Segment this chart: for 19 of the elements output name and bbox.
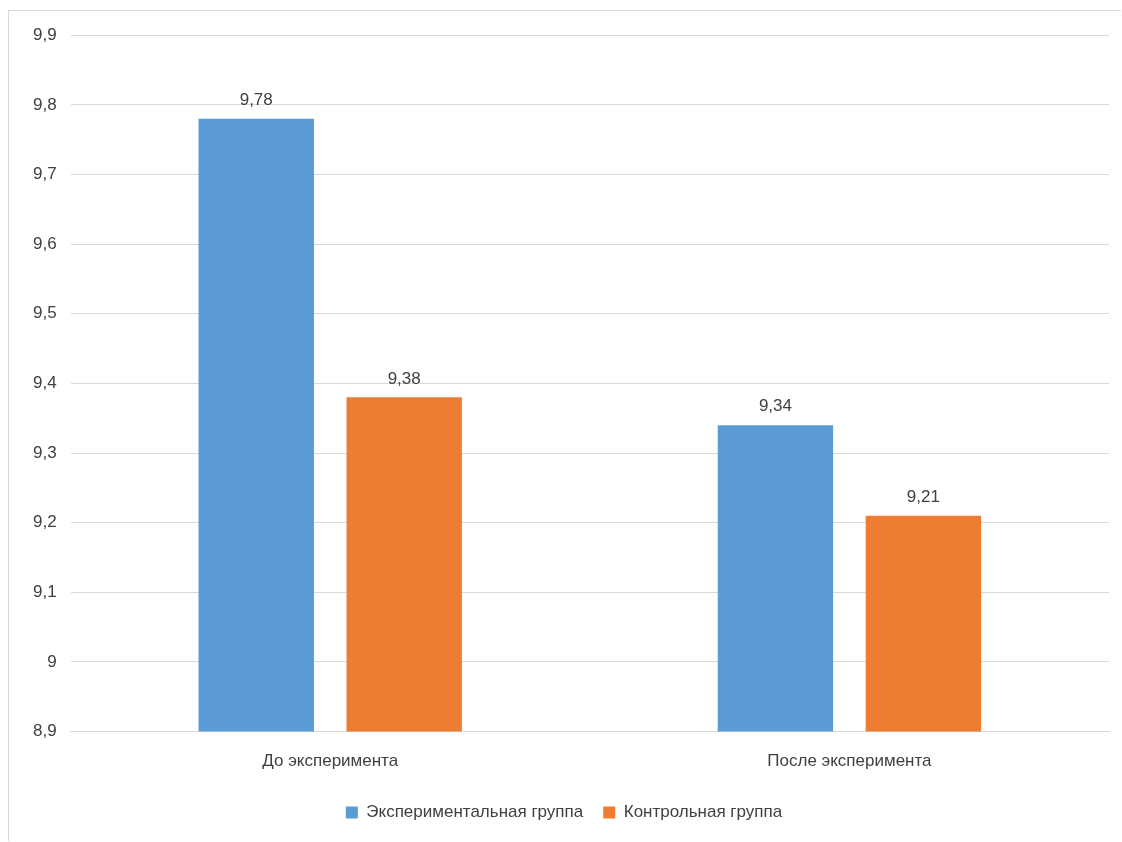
y-tick-label: 8,9 xyxy=(32,721,57,741)
data-label: 9,34 xyxy=(758,396,792,416)
x-tick-label: До эксперимента xyxy=(262,751,399,771)
y-tick-label: 9,8 xyxy=(32,94,57,114)
y-tick-label: 9,7 xyxy=(32,164,57,184)
y-tick-label: 9,3 xyxy=(32,442,57,462)
data-label: 9,78 xyxy=(239,89,273,109)
x-tick-label: После эксперимента xyxy=(767,751,933,771)
legend-label: Контрольная группа xyxy=(623,802,783,822)
y-tick-label: 9 xyxy=(47,651,57,671)
legend-label: Экспериментальная группа xyxy=(366,802,584,822)
y-tick-label: 9,5 xyxy=(32,303,57,323)
data-label: 9,38 xyxy=(387,368,421,388)
y-tick-label: 9,6 xyxy=(32,233,57,253)
data-label: 9,21 xyxy=(906,486,940,506)
y-tick-label: 9,9 xyxy=(32,24,57,44)
y-tick-label: 9,1 xyxy=(32,582,57,602)
y-tick-label: 9,4 xyxy=(32,373,57,393)
y-tick-label: 9,2 xyxy=(32,512,57,532)
